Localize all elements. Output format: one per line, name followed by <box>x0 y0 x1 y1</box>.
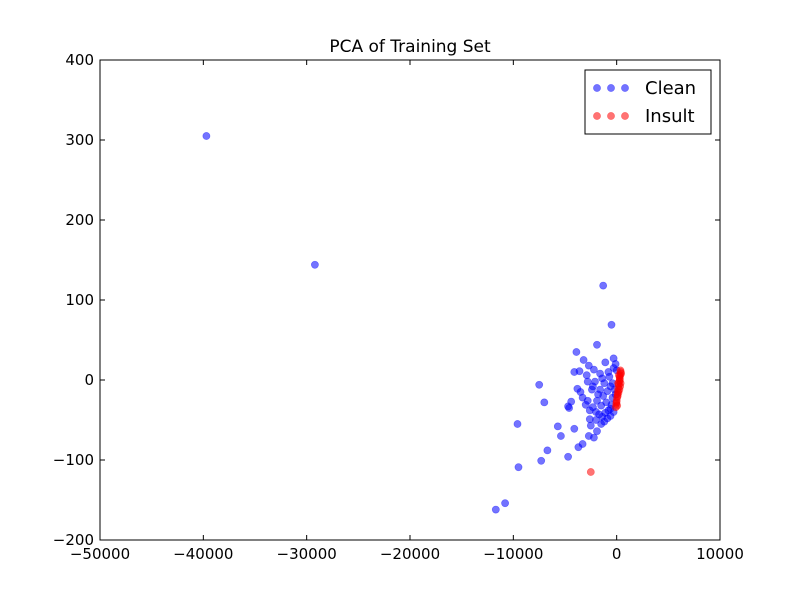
point-clean-39 <box>584 432 593 440</box>
point-clean-11 <box>590 365 598 374</box>
point-clean-53 <box>603 387 612 396</box>
point-clean-73 <box>585 406 594 415</box>
y-tick-label-3: 100 <box>65 291 94 309</box>
point-insult-25 <box>586 468 595 476</box>
point-clean-3 <box>607 320 616 329</box>
y-tick-label-1: −100 <box>53 451 94 469</box>
point-clean-45 <box>543 446 552 455</box>
point-clean-74 <box>592 416 600 424</box>
x-tick-label-3: −20000 <box>380 545 440 563</box>
point-clean-22 <box>565 404 573 412</box>
x-tick-label-5: 0 <box>612 545 622 563</box>
x-tick-label-1: −40000 <box>173 545 233 563</box>
point-clean-48 <box>537 456 546 465</box>
point-insult-18 <box>613 392 622 400</box>
x-tick-label-6: 10000 <box>696 545 744 563</box>
point-clean-2 <box>599 281 608 290</box>
point-clean-6 <box>579 356 588 364</box>
points-layer <box>202 132 625 514</box>
legend-marker-clean-0 <box>593 84 601 92</box>
legend: Clean Insult <box>584 69 712 135</box>
point-clean-69 <box>589 382 597 391</box>
point-clean-40 <box>570 424 579 433</box>
point-clean-25 <box>581 400 590 409</box>
point-clean-19 <box>540 398 549 407</box>
point-clean-72 <box>600 379 609 388</box>
legend-box <box>584 69 712 135</box>
point-clean-37 <box>593 427 601 436</box>
legend-marker-insult-0 <box>593 112 601 120</box>
point-clean-46 <box>513 420 522 428</box>
point-clean-4 <box>593 340 601 349</box>
point-clean-36 <box>586 421 595 430</box>
point-insult-23 <box>614 379 622 388</box>
point-insult-20 <box>613 401 622 410</box>
point-clean-68 <box>593 396 601 405</box>
point-clean-1 <box>310 260 319 269</box>
point-clean-12 <box>570 368 579 376</box>
point-clean-50 <box>501 499 509 508</box>
chart-title: PCA of Training Set <box>329 37 491 57</box>
point-clean-64 <box>611 360 620 368</box>
y-tick-label-4: 200 <box>65 211 94 229</box>
point-clean-79 <box>583 377 592 386</box>
point-clean-47 <box>564 452 572 461</box>
point-clean-5 <box>572 348 581 356</box>
point-clean-66 <box>604 368 613 376</box>
point-clean-0 <box>202 132 211 140</box>
x-tick-label-2: −30000 <box>277 545 337 563</box>
point-clean-15 <box>535 380 544 389</box>
point-clean-51 <box>491 505 500 514</box>
point-insult-24 <box>616 366 625 375</box>
point-clean-42 <box>557 432 565 440</box>
y-tick-label-5: 300 <box>65 131 94 149</box>
y-tick-label-0: −200 <box>53 531 94 549</box>
legend-label-clean: Clean <box>645 78 696 99</box>
point-clean-13 <box>582 371 591 380</box>
legend-marker-insult-1 <box>607 112 615 120</box>
legend-marker-clean-2 <box>621 84 629 92</box>
x-tick-label-4: −10000 <box>483 545 543 563</box>
point-clean-44 <box>574 443 583 452</box>
point-clean-9 <box>601 358 610 367</box>
y-tick-label-2: 0 <box>84 371 94 389</box>
ticks-layer: −50000 −40000 −30000 −20000 −10000 0 10000 −200… <box>53 51 744 563</box>
y-tick-label-6: 400 <box>65 51 94 69</box>
legend-marker-insult-2 <box>621 112 629 120</box>
point-clean-49 <box>514 463 523 472</box>
point-clean-78 <box>596 385 604 394</box>
point-clean-41 <box>553 422 562 431</box>
point-clean-61 <box>597 401 606 410</box>
point-clean-8 <box>584 361 593 370</box>
legend-label-insult: Insult <box>645 106 695 127</box>
x-tick-label-0: −50000 <box>70 545 130 563</box>
legend-marker-clean-1 <box>607 84 615 92</box>
